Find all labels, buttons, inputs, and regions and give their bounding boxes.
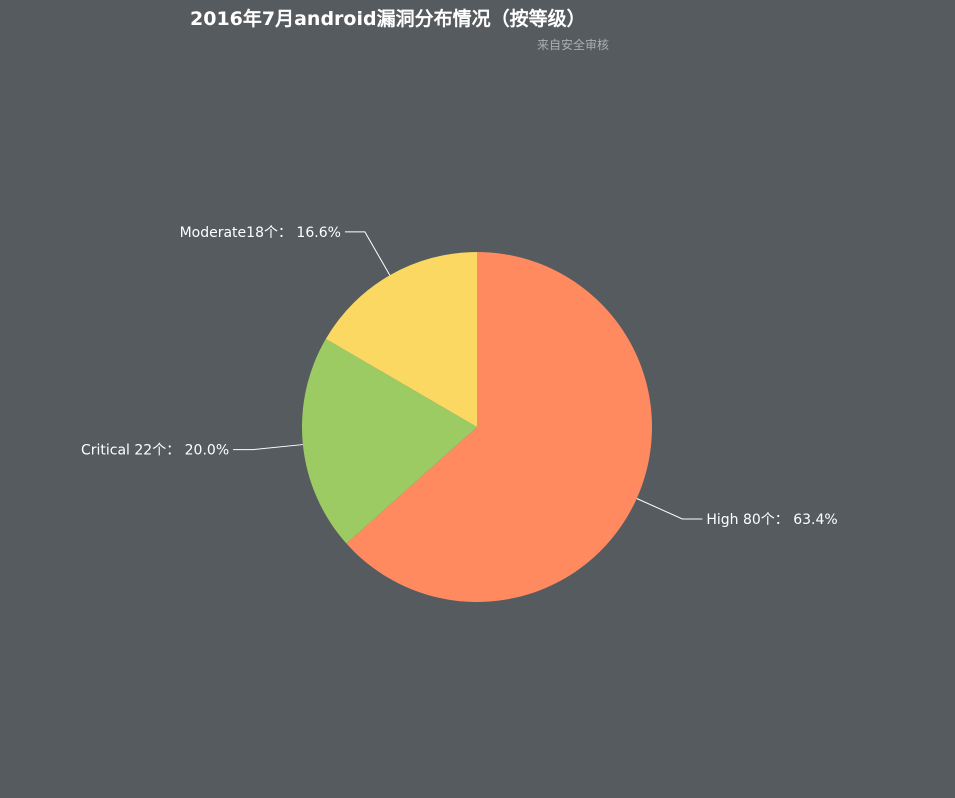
- pie-slice-moderate[interactable]: [325, 252, 477, 427]
- chart-subtitle: 来自安全审核: [537, 37, 609, 52]
- pie-slice-critical[interactable]: [302, 338, 477, 544]
- pie-leader-lines: [233, 231, 703, 520]
- pie-slices: [302, 252, 652, 602]
- chart-title: 2016年7月android漏洞分布情况（按等级）: [190, 7, 586, 30]
- leader-line-high: [636, 498, 703, 520]
- pie-labels: High 80个： 63.4% Critical 22个： 20.0% Modera…: [81, 225, 838, 528]
- pie-label-moderate: Moderate18个： 16.6%: [180, 225, 341, 241]
- leader-line-moderate: [344, 231, 391, 276]
- pie-slice-high[interactable]: [346, 252, 652, 602]
- leader-line-critical: [233, 444, 303, 451]
- pie-label-critical: Critical 22个： 20.0%: [81, 443, 229, 459]
- pie-label-high: High 80个： 63.4%: [706, 512, 837, 528]
